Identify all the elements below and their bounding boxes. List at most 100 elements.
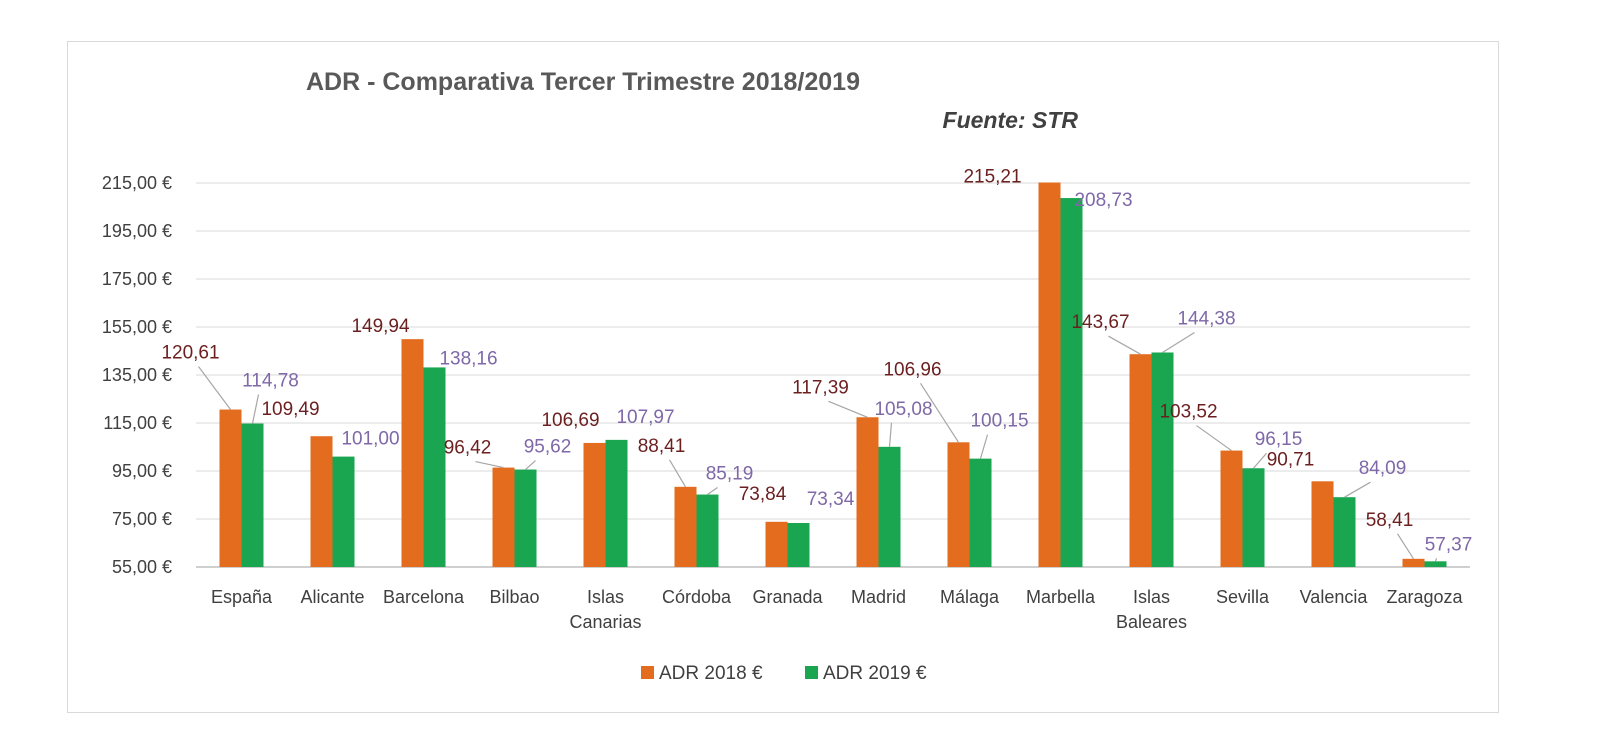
data-label-2018: 96,42 xyxy=(444,438,492,459)
bar-2018 xyxy=(310,436,333,567)
x-tick-label: Zaragoza xyxy=(1386,587,1463,607)
y-tick-label: 55,00 € xyxy=(112,557,172,577)
bar-2019 xyxy=(423,367,446,567)
bar-2018 xyxy=(1129,354,1152,567)
data-label-2019: 96,15 xyxy=(1255,429,1303,450)
data-label-2018: 117,39 xyxy=(792,377,849,398)
data-label-2019: 95,62 xyxy=(524,437,572,458)
data-label-2018: 73,84 xyxy=(739,484,787,505)
data-label-2018: 109,49 xyxy=(261,399,319,420)
bar-2019 xyxy=(332,456,355,567)
y-tick-label: 115,00 € xyxy=(103,413,172,433)
bar-2019 xyxy=(1424,561,1447,567)
x-tick-label: Málaga xyxy=(940,587,1000,607)
leader-line xyxy=(1396,533,1415,560)
chart-subtitle: Fuente: STR xyxy=(943,107,1079,133)
leader-line xyxy=(828,400,868,418)
bar-2018 xyxy=(674,486,697,567)
bar-2018 xyxy=(765,521,788,567)
leader-line xyxy=(1253,452,1267,469)
chart-area: 120,61 114,78 109,49 101,00 149,94 138,16 96,4… xyxy=(67,41,1499,713)
data-label-2018: 103,52 xyxy=(1159,402,1217,423)
leader-line xyxy=(979,434,989,459)
y-tick-label: 135,00 € xyxy=(102,365,172,385)
leader-line xyxy=(475,461,504,469)
bar-2018 xyxy=(219,409,242,567)
data-label-2018: 90,71 xyxy=(1267,449,1315,470)
chart-title: ADR - Comparativa Tercer Trimestre 2018/… xyxy=(306,68,860,96)
x-tick-label: Madrid xyxy=(851,587,906,607)
x-tick-label: Sevilla xyxy=(1216,587,1270,607)
leader-line xyxy=(1196,425,1232,452)
x-tick-label: Marbella xyxy=(1026,587,1096,607)
bar-chart: 120,61 114,78 109,49 101,00 149,94 138,16 96,4… xyxy=(102,68,1472,684)
x-tick-label: Córdoba xyxy=(662,587,732,607)
leader-line xyxy=(198,366,231,410)
leader-line xyxy=(919,382,960,443)
data-label-2018: 106,96 xyxy=(883,359,941,380)
x-axis: España Alicante Barcelona Bilbao Islas Canari… xyxy=(211,587,1464,632)
x-tick-label: Bilbao xyxy=(489,587,539,607)
data-label-2019: 105,08 xyxy=(874,399,932,420)
bar-2018 xyxy=(401,339,424,567)
data-label-2019: 138,16 xyxy=(439,348,497,369)
data-label-2019: 114,78 xyxy=(242,371,299,392)
leader-line xyxy=(525,460,536,470)
bar-2018 xyxy=(1220,450,1243,567)
data-label-2019: 107,97 xyxy=(616,407,674,428)
legend-swatch xyxy=(641,666,654,679)
leader-line xyxy=(1434,558,1438,562)
leader-line xyxy=(888,422,893,447)
leader-line xyxy=(1162,331,1195,353)
bar-2018 xyxy=(492,467,515,567)
bar-2019 xyxy=(969,458,992,567)
bar-2019 xyxy=(1151,352,1174,567)
bar-2018 xyxy=(1311,481,1334,567)
bar-2019 xyxy=(696,494,719,567)
bar-2019 xyxy=(1060,198,1083,567)
x-tick-label: Valencia xyxy=(1300,587,1369,607)
leader-line xyxy=(1108,335,1141,355)
leader-line xyxy=(1344,481,1371,498)
y-tick-label: 155,00 € xyxy=(102,317,172,337)
leader-line xyxy=(251,394,260,424)
data-labels: 120,61 114,78 109,49 101,00 149,94 138,16 96,4… xyxy=(161,166,1472,555)
data-label-2018: 143,67 xyxy=(1071,312,1129,333)
bar-2018 xyxy=(583,442,606,567)
bar-2019 xyxy=(1242,468,1265,567)
bar-2018 xyxy=(1038,182,1061,567)
x-tick-label: Granada xyxy=(752,587,823,607)
y-axis: 55,00 € 75,00 € 95,00 € 115,00 € 135,00 € 155… xyxy=(102,173,172,577)
data-label-2018: 215,21 xyxy=(963,166,1021,187)
data-label-2019: 57,37 xyxy=(1425,534,1473,555)
bars xyxy=(219,182,1447,567)
y-tick-label: 175,00 € xyxy=(102,269,172,289)
data-label-2019: 144,38 xyxy=(1177,308,1235,329)
x-tick-label: Barcelona xyxy=(383,587,465,607)
y-tick-label: 215,00 € xyxy=(102,173,172,193)
bar-2019 xyxy=(605,439,628,567)
data-label-2019: 101,00 xyxy=(341,429,399,450)
data-label-2019: 84,09 xyxy=(1359,458,1407,479)
y-tick-label: 195,00 € xyxy=(102,221,172,241)
data-label-2018: 120,61 xyxy=(161,343,219,364)
data-label-2019: 85,19 xyxy=(706,464,754,485)
legend-label: ADR 2019 € xyxy=(823,663,927,684)
data-label-2018: 58,41 xyxy=(1366,510,1414,531)
bar-2019 xyxy=(1333,497,1356,567)
bar-2019 xyxy=(514,469,537,567)
bar-2019 xyxy=(241,423,264,567)
bar-2018 xyxy=(947,442,970,567)
x-tick-label: Islas Canarias xyxy=(569,587,641,632)
x-tick-label: Islas Baleares xyxy=(1116,587,1187,632)
legend-label: ADR 2018 € xyxy=(659,663,763,684)
y-tick-label: 95,00 € xyxy=(112,461,172,481)
legend: ADR 2018 € ADR 2019 € xyxy=(641,663,927,684)
x-tick-label: Alicante xyxy=(300,587,364,607)
legend-swatch xyxy=(805,666,818,679)
bar-2018 xyxy=(1402,558,1425,567)
bar-2019 xyxy=(878,446,901,567)
y-tick-label: 75,00 € xyxy=(112,509,172,529)
leader-line xyxy=(707,487,718,496)
data-label-2018: 149,94 xyxy=(351,316,410,337)
